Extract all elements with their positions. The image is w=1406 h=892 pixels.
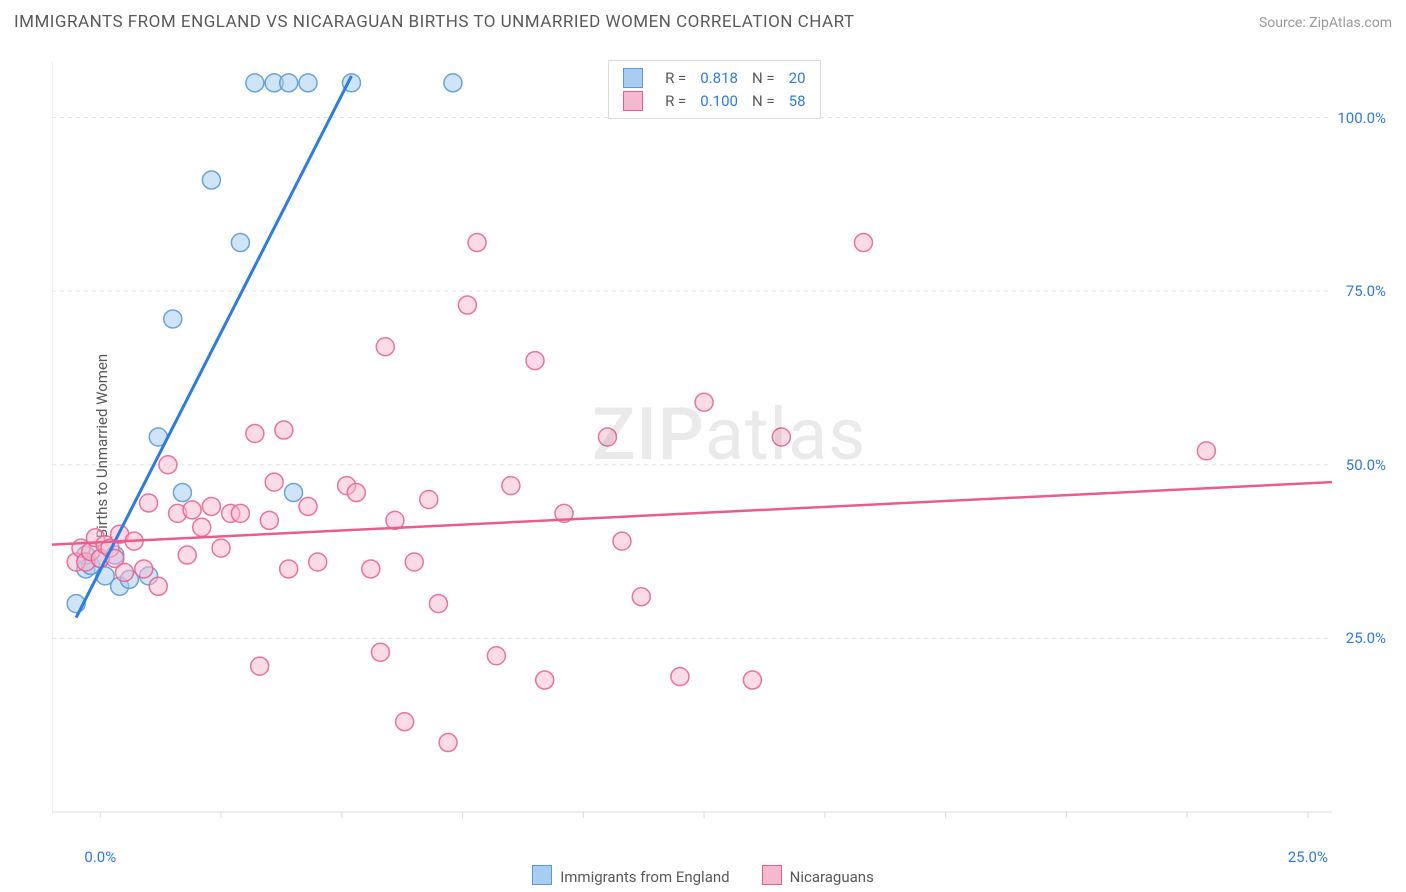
y-tick-label: 50.0% — [1346, 456, 1386, 474]
stat-n-label: N = — [752, 90, 775, 113]
data-point — [280, 74, 298, 92]
data-point — [444, 74, 462, 92]
legend-item: Immigrants from England — [532, 865, 729, 886]
data-point — [362, 560, 380, 578]
data-point — [202, 497, 220, 515]
legend-item: Nicaraguans — [762, 865, 874, 886]
data-point — [193, 518, 211, 536]
data-point — [439, 734, 457, 752]
data-point — [299, 74, 317, 92]
data-point — [487, 647, 505, 665]
legend-swatch — [623, 91, 643, 111]
data-point — [246, 74, 264, 92]
data-point — [598, 428, 616, 446]
y-tick-label: 25.0% — [1346, 629, 1386, 647]
data-point — [309, 553, 327, 571]
data-point — [458, 296, 476, 314]
data-point — [854, 234, 872, 252]
stat-r-label: R = — [665, 67, 686, 90]
data-point — [149, 577, 167, 595]
data-point — [405, 553, 423, 571]
data-point — [285, 484, 303, 502]
data-point — [502, 477, 520, 495]
data-point — [178, 546, 196, 564]
data-point — [135, 560, 153, 578]
data-point — [202, 171, 220, 189]
x-tick-label: 0.0% — [84, 848, 116, 866]
data-point — [299, 497, 317, 515]
stats-row: R = 0.100 N = 58 — [623, 90, 805, 113]
stat-r-label: R = — [665, 90, 686, 113]
stat-r-value: 0.100 — [700, 90, 738, 113]
stat-r-value: 0.818 — [700, 67, 738, 90]
data-point — [420, 491, 438, 509]
legend-label: Nicaraguans — [790, 868, 874, 886]
data-point — [743, 671, 761, 689]
scatter-chart — [52, 52, 1392, 842]
legend-label: Immigrants from England — [560, 868, 729, 886]
chart-area: ZIPatlas R =0.818N =20R =0.100N =58 25.0… — [52, 52, 1392, 842]
data-point — [376, 338, 394, 356]
data-point — [613, 532, 631, 550]
data-point — [183, 501, 201, 519]
data-point — [536, 671, 554, 689]
data-point — [173, 484, 191, 502]
data-point — [468, 234, 486, 252]
data-point — [231, 234, 249, 252]
data-point — [251, 657, 269, 675]
data-point — [347, 484, 365, 502]
data-point — [159, 456, 177, 474]
legend-swatch — [762, 865, 782, 885]
data-point — [231, 504, 249, 522]
stat-n-label: N = — [752, 67, 775, 90]
legend-swatch — [532, 865, 552, 885]
x-tick-label: 25.0% — [1288, 848, 1328, 866]
data-point — [260, 511, 278, 529]
data-point — [526, 352, 544, 370]
data-point — [695, 393, 713, 411]
data-point — [632, 588, 650, 606]
data-point — [280, 560, 298, 578]
stats-legend-box: R = 0.818 N = 20 R = 0.100 N = 58 — [608, 60, 820, 119]
legend-swatch — [623, 68, 643, 88]
chart-title: IMMIGRANTS FROM ENGLAND VS NICARAGUAN BI… — [14, 12, 855, 32]
data-point — [164, 310, 182, 328]
data-point — [1197, 442, 1215, 460]
data-point — [246, 425, 264, 443]
data-point — [275, 421, 293, 439]
bottom-legend: Immigrants from England Nicaraguans — [0, 865, 1406, 886]
stat-n-value: 20 — [789, 67, 806, 90]
data-point — [115, 563, 133, 581]
stat-n-value: 58 — [789, 90, 806, 113]
source-label: Source: ZipAtlas.com — [1259, 15, 1392, 31]
data-point — [371, 643, 389, 661]
data-point — [265, 473, 283, 491]
y-tick-label: 100.0% — [1337, 109, 1386, 127]
data-point — [772, 428, 790, 446]
data-point — [671, 668, 689, 686]
stats-row: R = 0.818 N = 20 — [623, 67, 805, 90]
data-point — [429, 595, 447, 613]
data-point — [396, 713, 414, 731]
data-point — [212, 539, 230, 557]
data-point — [140, 494, 158, 512]
y-tick-label: 75.0% — [1346, 282, 1386, 300]
